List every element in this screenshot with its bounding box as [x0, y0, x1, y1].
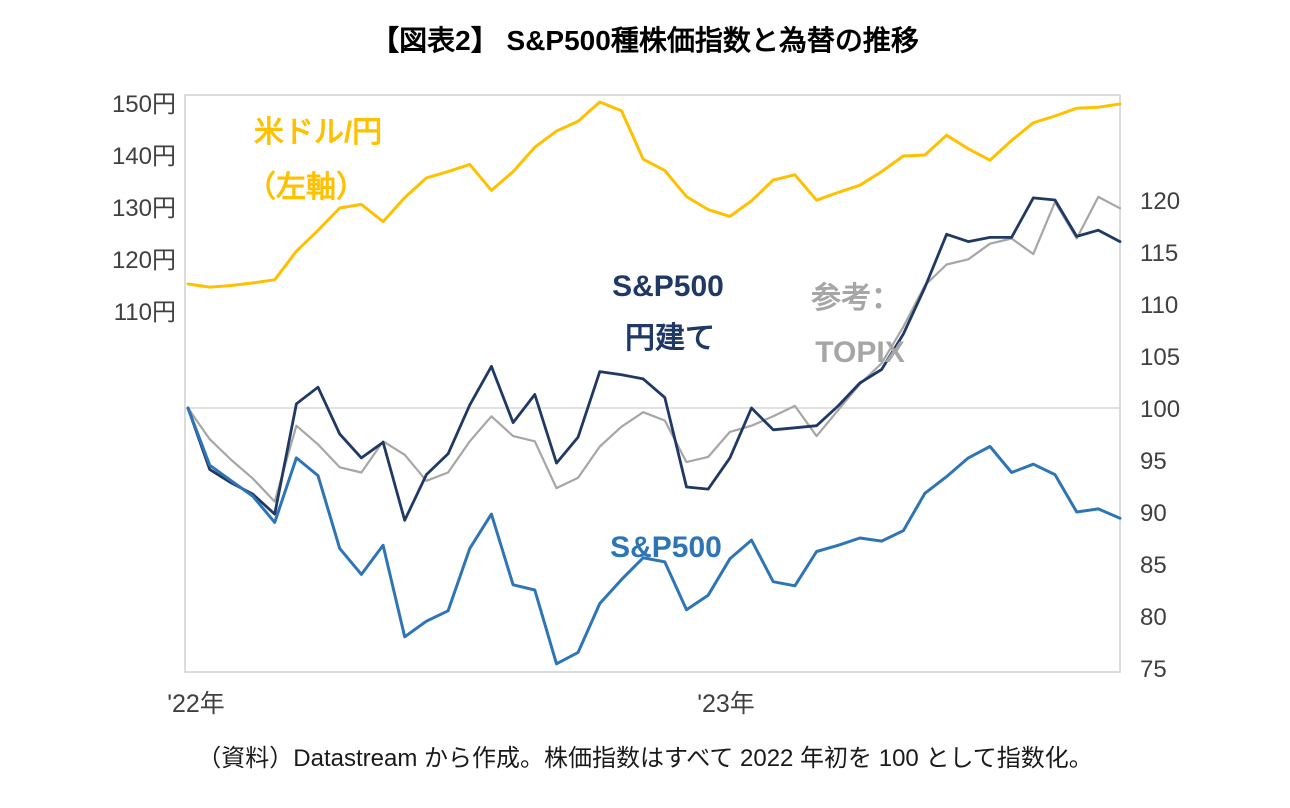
- left-axis-ticks: 150円 140円 130円 120円 110円: [112, 91, 176, 326]
- series-lines: [186, 100, 1122, 666]
- right-axis-tick: 115: [1140, 240, 1178, 267]
- right-axis-tick: 75: [1140, 656, 1167, 683]
- right-axis-tick: 90: [1140, 500, 1167, 527]
- label-sp500yen-line2: 円建て: [625, 322, 715, 355]
- source-note: （資料）Datastream から作成。株価指数はすべて 2022 年初を 10…: [197, 745, 1092, 772]
- chart-title: 【図表2】 S&P500種株価指数と為替の推移: [371, 25, 919, 56]
- series-line-1: [186, 195, 1122, 503]
- plot-area-border: [184, 94, 1121, 673]
- series-line-2: [186, 196, 1122, 522]
- label-topix-line1: 参考：: [811, 282, 901, 315]
- x-tick-2022: '22年: [167, 690, 225, 718]
- x-tick-2023: '23年: [697, 690, 755, 718]
- label-sp500yen-line1: S&P500: [612, 270, 724, 303]
- right-axis-ticks: 120 115 110 105 100 95 90 85 80 75: [1140, 188, 1180, 683]
- series-line-0: [186, 100, 1122, 289]
- left-axis-tick: 150円: [112, 91, 176, 118]
- right-axis-tick: 85: [1140, 552, 1167, 579]
- label-usdjpy-line2: （左軸）: [246, 170, 366, 204]
- right-axis-tick: 120: [1140, 188, 1180, 215]
- left-axis-tick: 130円: [112, 195, 176, 222]
- label-sp500: S&P500: [610, 531, 722, 564]
- left-axis-tick: 140円: [112, 143, 176, 170]
- left-axis-tick: 120円: [112, 247, 176, 274]
- label-usdjpy-line1: 米ドル/円: [254, 116, 382, 149]
- right-axis-tick: 80: [1140, 604, 1167, 631]
- right-axis-tick: 95: [1140, 448, 1167, 475]
- right-axis-tick: 105: [1140, 344, 1180, 371]
- series-line-3: [186, 406, 1122, 666]
- left-axis-tick: 110円: [114, 299, 176, 326]
- right-axis-tick: 110: [1140, 292, 1178, 319]
- right-axis-tick: 100: [1140, 396, 1180, 423]
- label-topix-line2: TOPIX: [815, 336, 904, 369]
